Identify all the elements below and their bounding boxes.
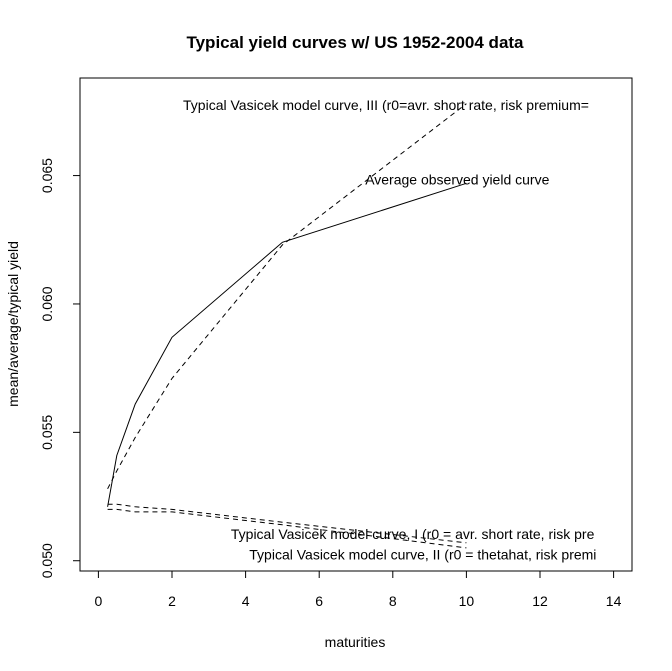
x-tick-label: 12 <box>532 593 548 609</box>
y-axis: 0.050 0.055 0.060 0.065 <box>39 158 81 578</box>
x-tick-label: 14 <box>606 593 622 609</box>
x-tick-label: 0 <box>95 593 103 609</box>
x-tick-label: 4 <box>242 593 250 609</box>
x-tick-label: 2 <box>168 593 176 609</box>
y-tick-label: 0.050 <box>39 543 55 578</box>
series-line-3 <box>107 503 467 544</box>
series-layer <box>107 103 467 549</box>
x-tick-label: 6 <box>315 593 323 609</box>
plot-frame <box>79 77 633 572</box>
x-tick-label: 8 <box>389 593 397 609</box>
curve-annotation: Average observed yield curve <box>365 172 549 188</box>
series-line-2 <box>107 103 467 490</box>
y-tick-label: 0.060 <box>39 286 55 321</box>
x-tick-label: 10 <box>459 593 475 609</box>
series-line-4 <box>107 508 467 549</box>
y-tick-label: 0.065 <box>39 158 55 193</box>
chart-title: Typical yield curves w/ US 1952-2004 dat… <box>186 33 524 52</box>
curve-annotation: Typical Vasicek model curve, I (r0 = avr… <box>231 526 595 542</box>
series-line-1 <box>107 182 467 507</box>
curve-annotation: Typical Vasicek model curve, II (r0 = th… <box>249 546 596 562</box>
annotation-layer: Typical Vasicek model curve, III (r0=avr… <box>183 97 596 562</box>
curve-annotation: Typical Vasicek model curve, III (r0=avr… <box>183 97 589 113</box>
y-axis-label: mean/average/typical yield <box>5 241 21 407</box>
y-tick-label: 0.055 <box>39 415 55 450</box>
x-axis: 0 2 4 6 8 10 12 14 <box>95 570 622 609</box>
x-axis-label: maturities <box>325 634 386 650</box>
